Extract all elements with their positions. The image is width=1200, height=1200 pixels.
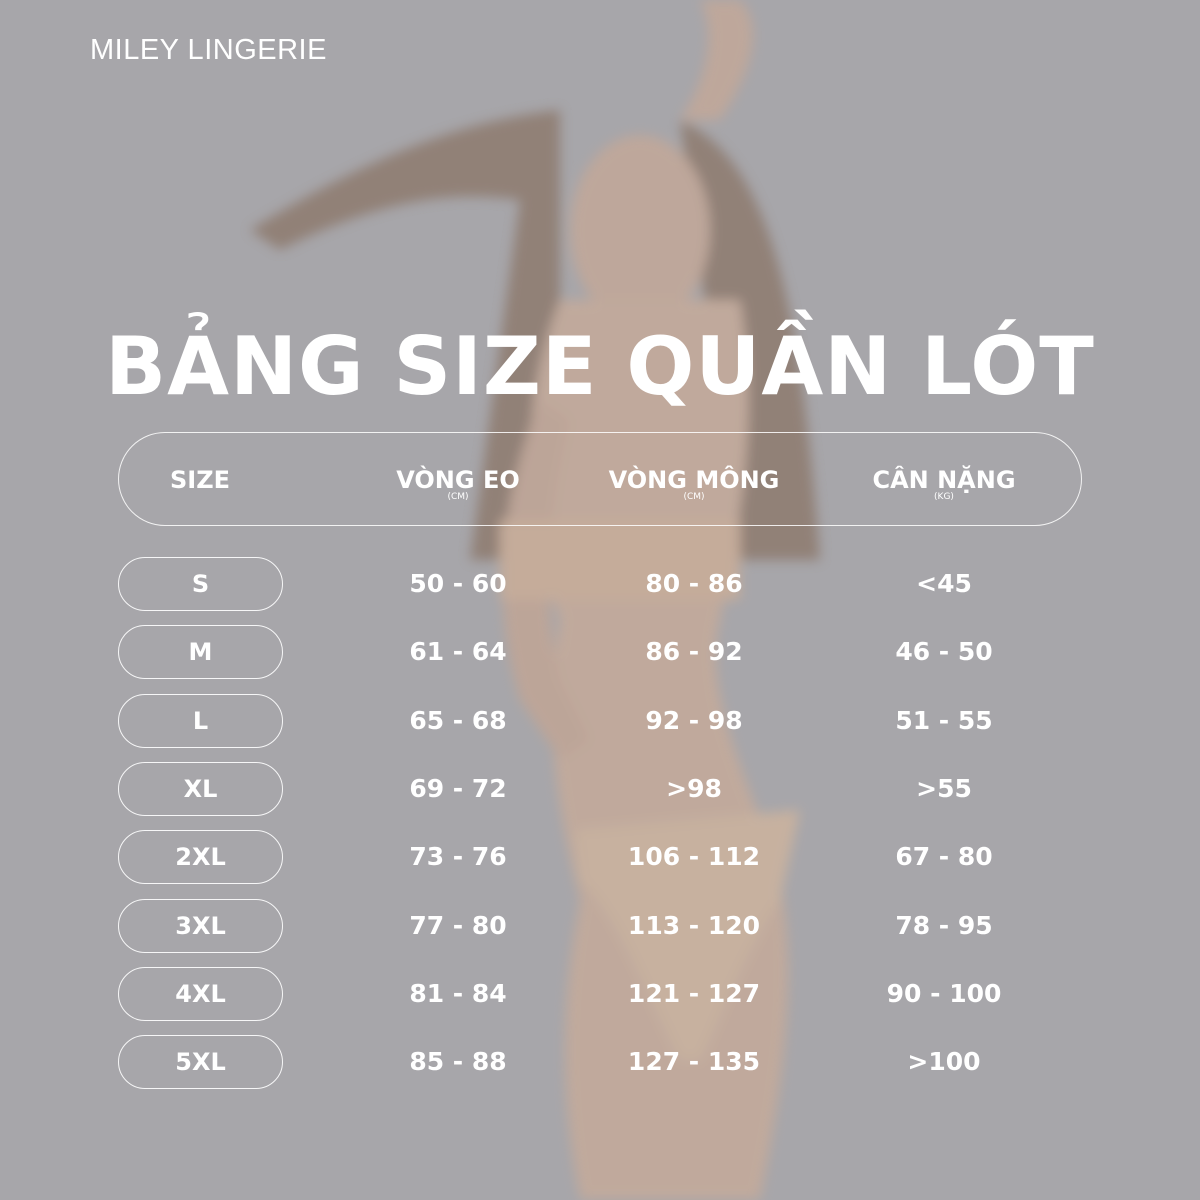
- table-row: 4XL 81 - 84 121 - 127 90 - 100: [0, 966, 1200, 1023]
- waist-value: 61 - 64: [409, 637, 507, 667]
- size-label: S: [118, 557, 283, 611]
- weight-value: 90 - 100: [886, 978, 1002, 1008]
- weight-value: 46 - 50: [895, 637, 993, 667]
- brand-logo: MILEY LINGERIE: [90, 34, 327, 66]
- table-row: 5XL 85 - 88 127 - 135 >100: [0, 1035, 1200, 1091]
- table-row: M 61 - 64 86 - 92 46 - 50: [0, 625, 1200, 681]
- size-label: M: [118, 625, 283, 680]
- hip-value: 92 - 98: [645, 705, 743, 735]
- header-weight: CÂN NẶNG (KG): [872, 466, 1016, 502]
- hip-value: 106 - 112: [627, 842, 761, 872]
- size-label: L: [118, 693, 283, 748]
- table-header: [118, 432, 1082, 526]
- waist-value: 77 - 80: [409, 910, 507, 940]
- waist-value: 73 - 76: [409, 842, 507, 872]
- table-row: 2XL 73 - 76 106 - 112 67 - 80: [0, 830, 1200, 886]
- weight-value: <45: [916, 569, 972, 598]
- hip-value: >98: [666, 773, 722, 803]
- size-label: 3XL: [118, 898, 283, 953]
- hip-value: 113 - 120: [627, 910, 761, 940]
- page-title: BẢNG SIZE QUẦN LÓT: [105, 320, 1095, 413]
- waist-value: 81 - 84: [409, 978, 507, 1008]
- waist-value: 69 - 72: [409, 773, 507, 803]
- waist-value: 65 - 68: [409, 705, 507, 735]
- weight-value: >55: [916, 773, 972, 803]
- weight-value: 51 - 55: [895, 705, 993, 735]
- size-label: 5XL: [118, 1035, 283, 1090]
- table-row: 3XL 77 - 80 113 - 120 78 - 95: [0, 898, 1200, 955]
- waist-value: 50 - 60: [409, 569, 507, 598]
- table-row: L 65 - 68 92 - 98 51 - 55: [0, 693, 1200, 750]
- header-waist: VÒNG EO (CM): [396, 466, 520, 502]
- weight-value: 78 - 95: [895, 910, 993, 940]
- hip-value: 86 - 92: [645, 637, 743, 667]
- waist-value: 85 - 88: [409, 1047, 507, 1077]
- size-label: 4XL: [118, 966, 283, 1021]
- size-label: XL: [118, 761, 283, 816]
- hip-value: 121 - 127: [627, 978, 761, 1008]
- weight-value: 67 - 80: [895, 842, 993, 872]
- weight-value: >100: [907, 1047, 981, 1077]
- table-row: XL 69 - 72 >98 >55: [0, 761, 1200, 818]
- size-label: 2XL: [118, 830, 283, 885]
- hip-value: 80 - 86: [645, 569, 743, 598]
- table-row: S 50 - 60 80 - 86 <45: [0, 557, 1200, 613]
- hip-value: 127 - 135: [627, 1047, 761, 1077]
- header-hip: VÒNG MÔNG (CM): [608, 466, 780, 502]
- header-size: SIZE: [169, 466, 231, 494]
